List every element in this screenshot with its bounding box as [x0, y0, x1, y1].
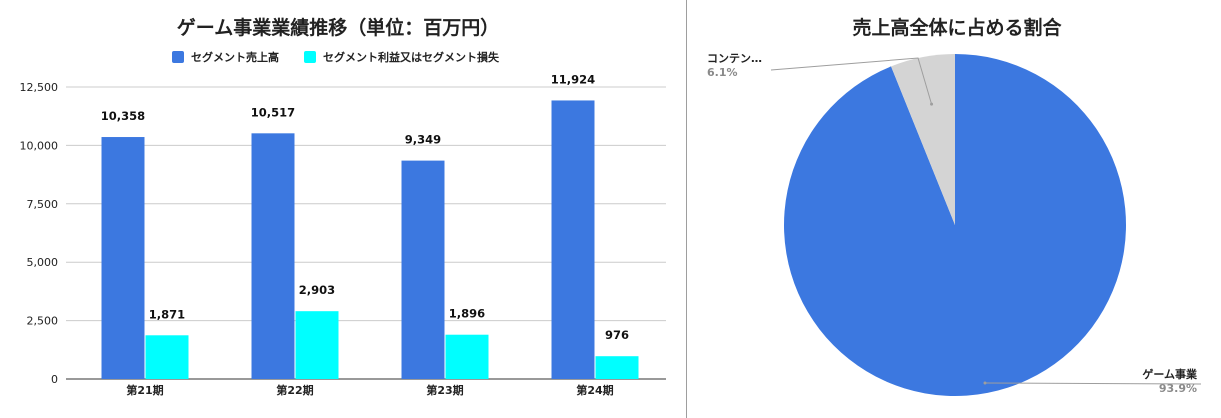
legend-label-sales: セグメント売上高	[191, 50, 279, 64]
x-category-label: 第21期	[126, 383, 163, 397]
legend-swatch-sales	[172, 51, 184, 63]
pie-label-game: ゲーム事業	[1142, 367, 1198, 381]
panel-divider	[686, 0, 687, 418]
pie-pct-game: 93.9%	[1159, 382, 1197, 395]
bar-profit	[295, 311, 339, 379]
data-label: 10,358	[101, 109, 145, 123]
bar-sales	[251, 133, 295, 379]
y-tick-label: 10,000	[20, 139, 59, 152]
pie-chart: 売上高全体に占める割合 コンテン… 6.1% ゲーム事業 93.9%	[707, 16, 1202, 396]
legend-label-profit: セグメント利益又はセグメント損失	[323, 50, 500, 64]
y-tick-label: 0	[51, 373, 58, 386]
data-label: 2,903	[299, 283, 335, 297]
y-tick-label: 5,000	[27, 256, 59, 269]
leader-dot-content	[930, 102, 934, 106]
data-label: 1,896	[449, 307, 485, 321]
bar-chart: ゲーム事業業績推移（単位：百万円） セグメント売上高 セグメント利益又はセグメン…	[20, 16, 666, 397]
data-label: 976	[605, 328, 629, 342]
pie-chart-panel: 売上高全体に占める割合 コンテン… 6.1% ゲーム事業 93.9%	[687, 0, 1221, 418]
bar-sales	[551, 100, 595, 380]
x-category-label: 第23期	[426, 383, 463, 397]
y-tick-label: 7,500	[27, 198, 59, 211]
y-tick-label: 12,500	[20, 81, 59, 94]
pie-label-content: コンテン…	[707, 52, 762, 65]
leader-line-content	[770, 57, 933, 105]
pie-pct-content: 6.1%	[707, 66, 738, 79]
bar-profit	[595, 356, 639, 379]
x-category-label: 第24期	[576, 383, 613, 397]
pie-chart-title: 売上高全体に占める割合	[852, 16, 1062, 39]
data-label: 11,924	[551, 72, 595, 86]
legend-swatch-profit	[304, 51, 316, 63]
bar-profit	[145, 335, 189, 379]
data-label: 1,871	[149, 307, 185, 321]
bar-profit	[445, 334, 489, 379]
data-label: 10,517	[251, 105, 295, 119]
leader-dot-game	[983, 381, 987, 385]
data-label: 9,349	[405, 133, 441, 147]
x-category-label: 第22期	[276, 383, 313, 397]
bar-chart-title: ゲーム事業業績推移（単位：百万円）	[177, 16, 499, 39]
bar-chart-panel: ゲーム事業業績推移（単位：百万円） セグメント売上高 セグメント利益又はセグメン…	[20, 16, 666, 397]
bar-sales	[401, 160, 445, 379]
pie-slice-content	[891, 54, 955, 225]
y-tick-label: 2,500	[27, 315, 59, 328]
bar-sales	[101, 137, 145, 379]
leader-line-game	[984, 382, 1202, 385]
